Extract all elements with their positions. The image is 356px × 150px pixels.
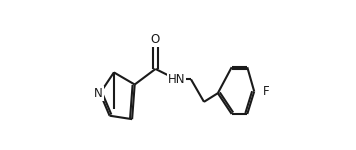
Text: N: N xyxy=(94,87,103,100)
Text: F: F xyxy=(263,85,269,98)
Text: O: O xyxy=(151,33,160,46)
Text: HN: HN xyxy=(168,73,185,86)
